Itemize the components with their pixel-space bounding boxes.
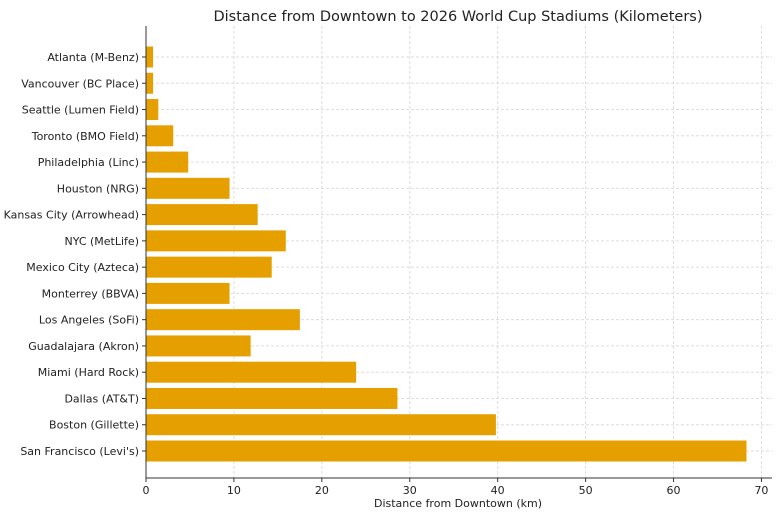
y-tick-label: Kansas City (Arrowhead)	[4, 209, 139, 222]
x-tick-label: 60	[667, 484, 681, 497]
bar	[146, 282, 230, 304]
x-tick-label: 10	[227, 484, 241, 497]
bar	[146, 151, 189, 173]
bar	[146, 256, 272, 278]
y-tick-label: Monterrey (BBVA)	[42, 287, 139, 300]
bar	[146, 72, 154, 94]
y-tick-label: Miami (Hard Rock)	[38, 366, 139, 379]
y-tick-labels: Atlanta (M-Benz) Vancouver (BC Place) Seat…	[4, 51, 146, 458]
bars	[146, 46, 747, 462]
bar	[146, 440, 747, 462]
y-tick-label: Boston (Gillette)	[49, 419, 139, 432]
bar	[146, 177, 230, 199]
bar	[146, 309, 300, 331]
x-tick-label: 70	[754, 484, 768, 497]
bar	[146, 99, 159, 121]
y-tick-label: Vancouver (BC Place)	[21, 77, 139, 90]
bar	[146, 361, 357, 383]
bar	[146, 125, 174, 147]
bar	[146, 335, 251, 357]
y-tick-label: Philadelphia (Linc)	[38, 156, 139, 169]
x-tick-label: 0	[143, 484, 150, 497]
x-tick-label: 20	[315, 484, 329, 497]
y-tick-label: Guadalajara (Akron)	[28, 340, 139, 353]
y-tick-label: Houston (NRG)	[57, 182, 139, 195]
y-tick-label: Dallas (AT&T)	[64, 392, 139, 405]
x-ticks: 0 10 20 30 40 50 60 70	[143, 478, 768, 497]
y-tick-label: Toronto (BMO Field)	[31, 130, 139, 143]
bar	[146, 387, 398, 409]
y-tick-label: Atlanta (M-Benz)	[47, 51, 139, 64]
x-axis-label: Distance from Downtown (km)	[374, 497, 542, 510]
x-tick-label: 50	[579, 484, 593, 497]
bar	[146, 414, 496, 436]
bar	[146, 46, 154, 68]
x-tick-label: 30	[403, 484, 417, 497]
chart-title: Distance from Downtown to 2026 World Cup…	[213, 9, 702, 25]
x-tick-label: 40	[491, 484, 505, 497]
y-tick-label: Los Angeles (SoFi)	[39, 314, 139, 327]
bar	[146, 204, 258, 226]
y-tick-label: Seattle (Lumen Field)	[22, 104, 139, 117]
bar	[146, 230, 286, 252]
gridlines	[145, 26, 772, 478]
y-tick-label: Mexico City (Azteca)	[26, 261, 139, 274]
y-tick-label: NYC (MetLife)	[64, 235, 139, 248]
y-tick-label: San Francisco (Levi's)	[20, 445, 139, 458]
